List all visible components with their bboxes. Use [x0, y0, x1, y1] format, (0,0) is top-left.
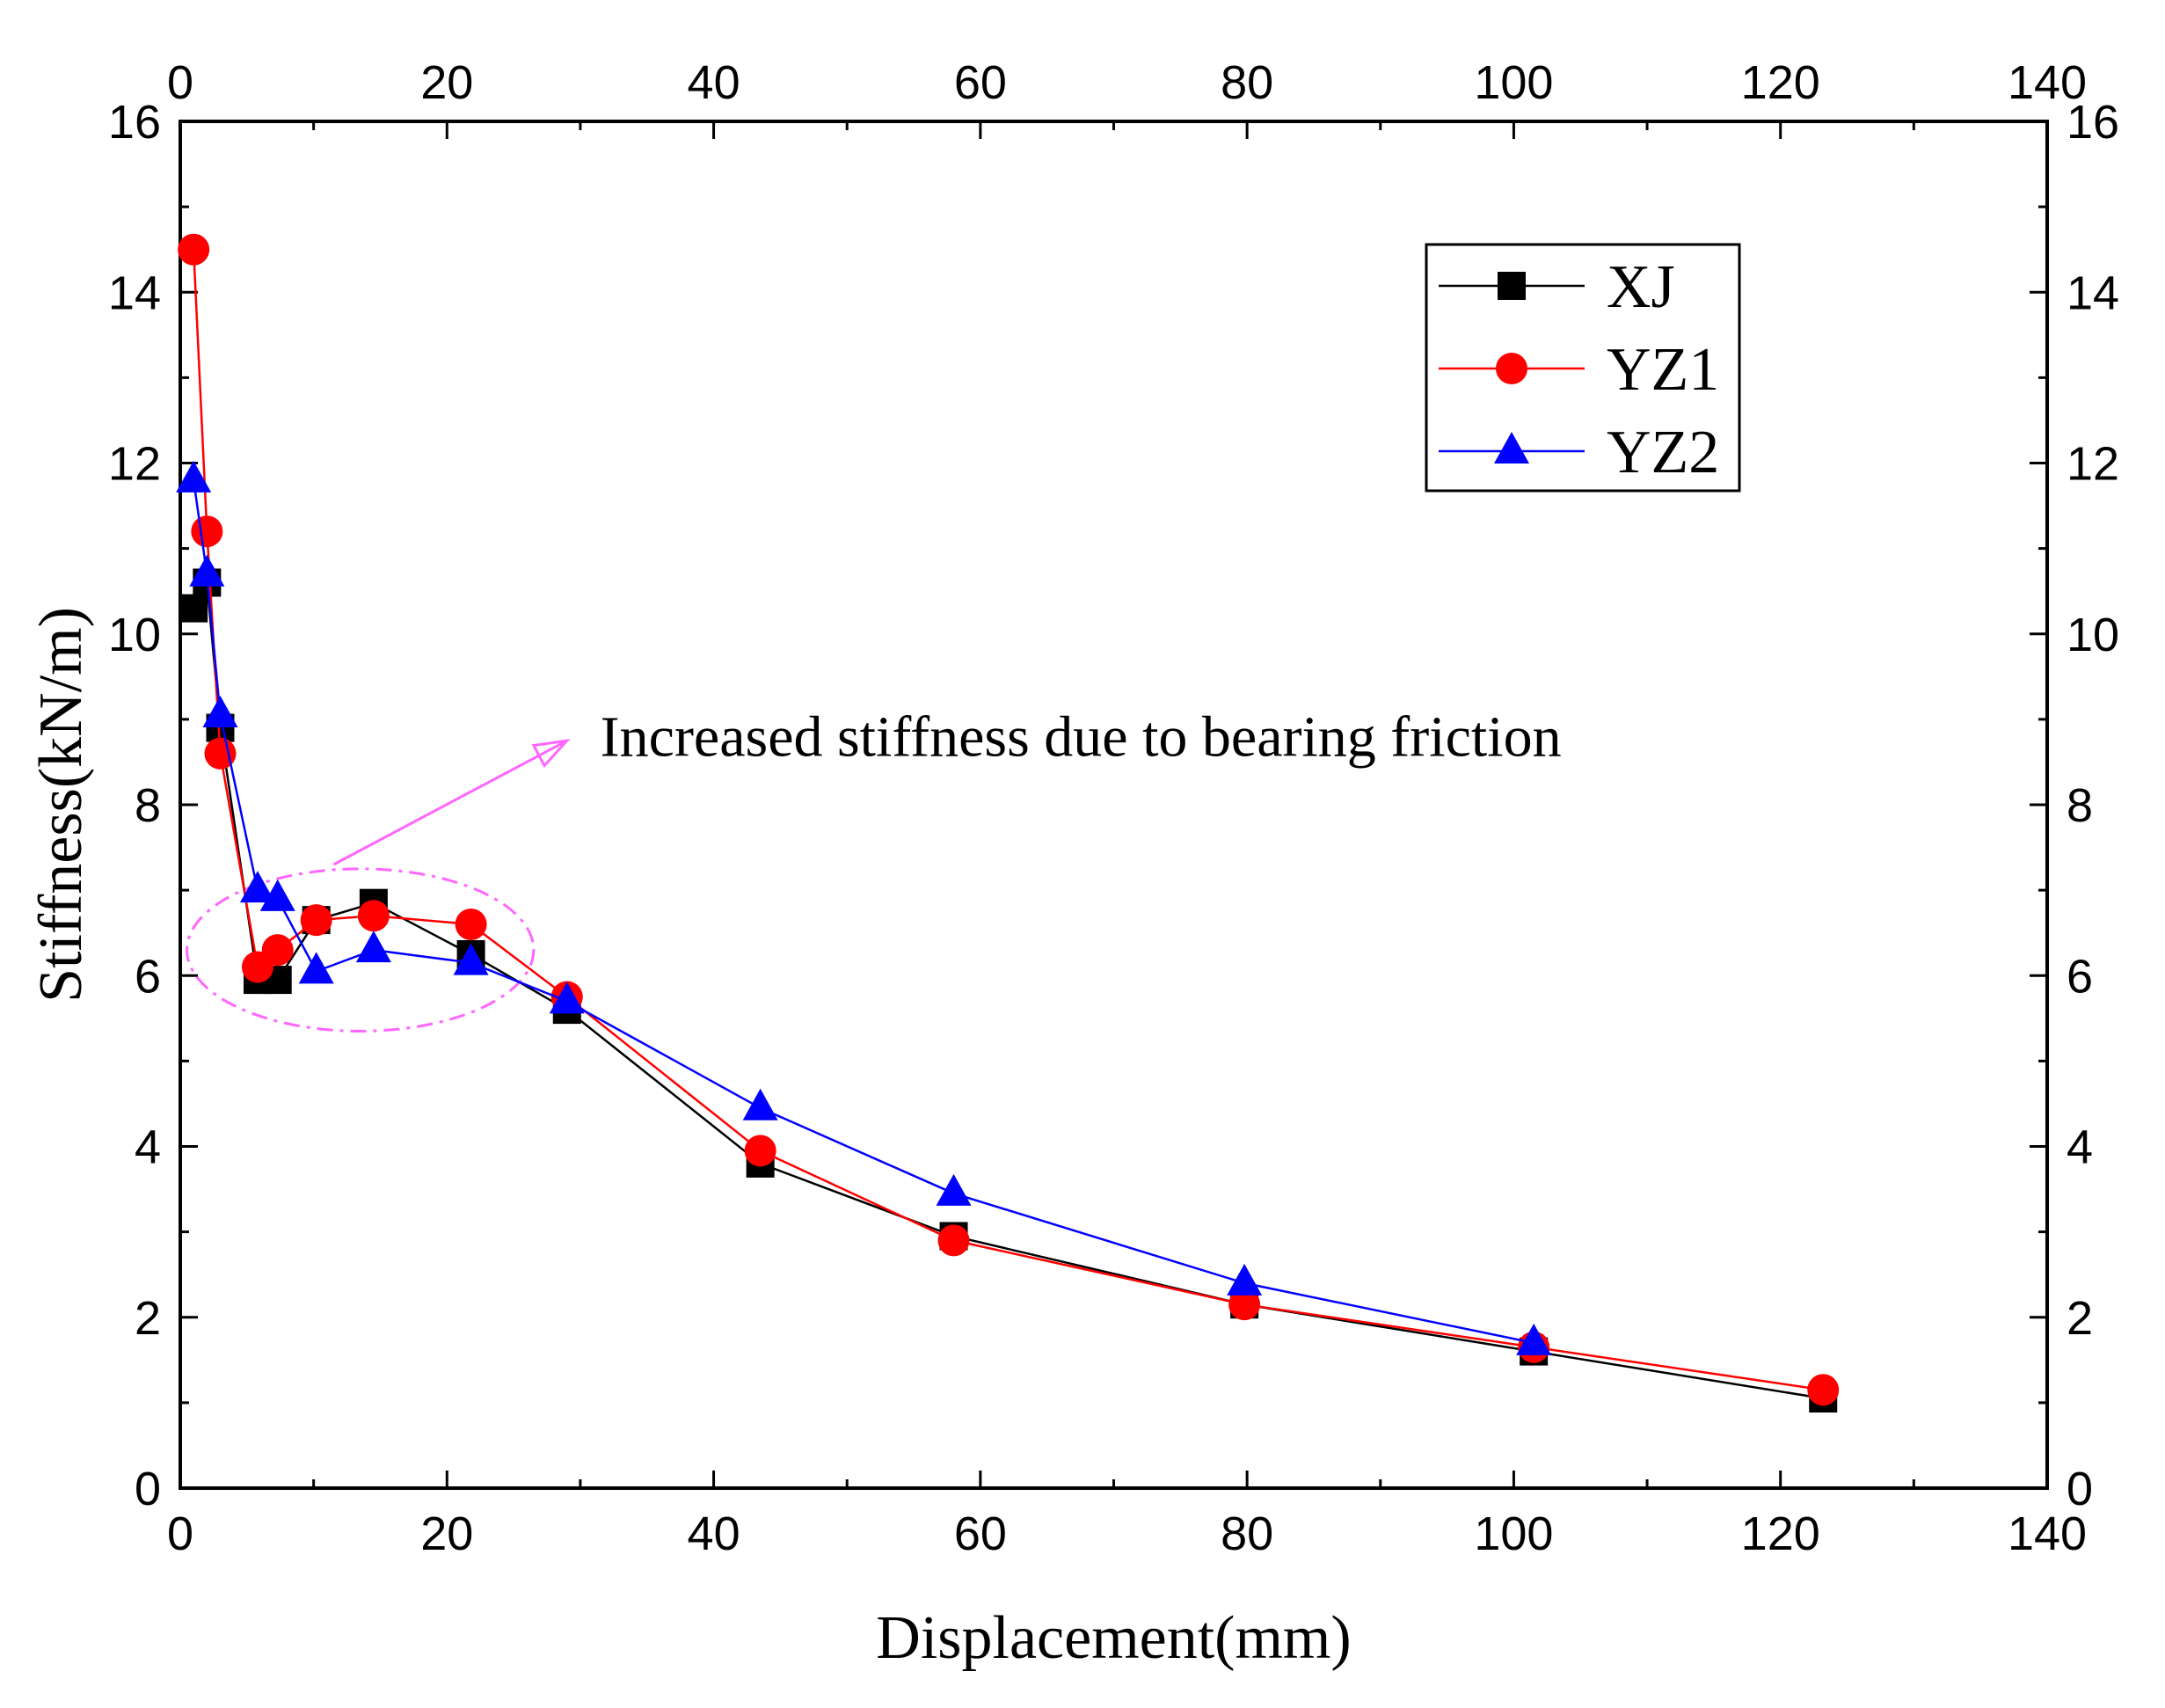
series-line-yz2 — [192, 479, 1534, 1345]
x-tick-label-top: 80 — [1221, 56, 1273, 109]
legend: XJ YZ1 YZ2 — [1425, 243, 1741, 493]
data-point-yz2 — [176, 460, 212, 493]
y-tick-label-right: 14 — [2067, 266, 2119, 319]
data-point-yz2 — [202, 696, 238, 728]
data-point-yz2 — [298, 952, 334, 984]
legend-marker-yz1 — [1496, 353, 1527, 384]
data-point-yz1 — [261, 934, 294, 967]
data-point-yz2 — [1227, 1263, 1263, 1296]
series-line-yz1 — [192, 249, 1824, 1391]
y-tick-label-right: 6 — [2067, 950, 2093, 1003]
x-tick-label-bottom: 120 — [1741, 1507, 1820, 1560]
data-point-yz1 — [178, 233, 210, 266]
data-point-yz1 — [191, 515, 223, 548]
data-point-yz1 — [455, 908, 487, 940]
x-tick-label-top: 40 — [688, 56, 740, 109]
x-tick-label-top: 100 — [1474, 56, 1553, 109]
y-axis-title: Stiffness(kN/m) — [27, 607, 95, 1003]
x-tick-label-top: 20 — [420, 56, 473, 109]
data-point-yz1 — [1807, 1374, 1840, 1406]
x-tick-label-bottom: 60 — [954, 1507, 1007, 1560]
x-tick-label-top: 60 — [954, 56, 1007, 109]
data-point-yz1 — [204, 737, 237, 770]
legend-marker-xj — [1498, 272, 1526, 300]
annotation-ellipse — [186, 867, 536, 1033]
plot-frame — [179, 120, 2049, 1490]
data-point-yz1 — [744, 1135, 776, 1167]
data-point-yz2 — [189, 554, 225, 587]
y-tick-label-right: 2 — [2067, 1292, 2093, 1345]
y-tick-label-left: 2 — [135, 1292, 161, 1345]
y-tick-label-right: 10 — [2067, 609, 2119, 661]
y-tick-label-right: 12 — [2067, 438, 2119, 491]
x-tick-label-bottom: 20 — [420, 1507, 473, 1560]
data-point-yz2 — [355, 931, 391, 963]
legend-label-yz1: YZ1 — [1607, 336, 1719, 404]
x-tick-label-bottom: 140 — [2008, 1507, 2087, 1560]
y-tick-label-right: 0 — [2067, 1463, 2093, 1515]
data-point-yz1 — [1228, 1288, 1261, 1321]
data-point-yz2 — [936, 1173, 972, 1206]
annotation-group — [186, 739, 571, 1033]
data-point-yz1 — [357, 900, 390, 932]
y-tick-label-left: 16 — [108, 96, 161, 149]
y-tick-label-right: 4 — [2067, 1121, 2093, 1174]
data-point-yz2 — [239, 871, 275, 903]
y-tick-label-left: 6 — [135, 950, 161, 1003]
x-axis-title: Displacement(mm) — [876, 1604, 1351, 1672]
y-tick-label-left: 10 — [108, 609, 161, 661]
legend-marker-yz2 — [1494, 432, 1529, 463]
data-point-yz2 — [453, 943, 489, 975]
annotation-arrowhead — [531, 739, 571, 769]
x-tick-label-top: 0 — [167, 56, 193, 109]
y-tick-label-left: 0 — [135, 1463, 161, 1515]
x-tick-label-top: 120 — [1741, 56, 1820, 109]
x-tick-label-bottom: 80 — [1221, 1507, 1273, 1560]
y-tick-label-right: 16 — [2067, 96, 2119, 149]
x-tick-label-bottom: 40 — [688, 1507, 740, 1560]
annotation-text: Increased stiffness due to bearing frict… — [601, 704, 1562, 769]
data-point-yz2 — [549, 982, 585, 1014]
y-tick-label-right: 8 — [2067, 779, 2093, 832]
y-tick-label-left: 4 — [135, 1121, 161, 1174]
y-tick-label-left: 8 — [135, 779, 161, 832]
data-point-yz2 — [742, 1088, 778, 1120]
series-group — [176, 233, 1840, 1413]
data-point-xj — [179, 594, 208, 623]
axis-ticks — [179, 120, 2049, 1490]
x-tick-label-top: 140 — [2008, 56, 2087, 109]
data-point-yz2 — [1516, 1323, 1552, 1355]
x-tick-label-bottom: 0 — [167, 1507, 193, 1560]
y-tick-label-left: 14 — [108, 266, 161, 319]
y-tick-label-left: 12 — [108, 438, 161, 491]
legend-label-yz2: YZ2 — [1607, 419, 1719, 486]
data-point-yz1 — [937, 1224, 970, 1257]
data-point-yz2 — [259, 879, 295, 911]
data-point-yz1 — [300, 904, 332, 937]
annotation-arrow-line — [332, 739, 568, 866]
legend-label-xj: XJ — [1607, 253, 1675, 321]
x-tick-label-bottom: 100 — [1474, 1507, 1553, 1560]
